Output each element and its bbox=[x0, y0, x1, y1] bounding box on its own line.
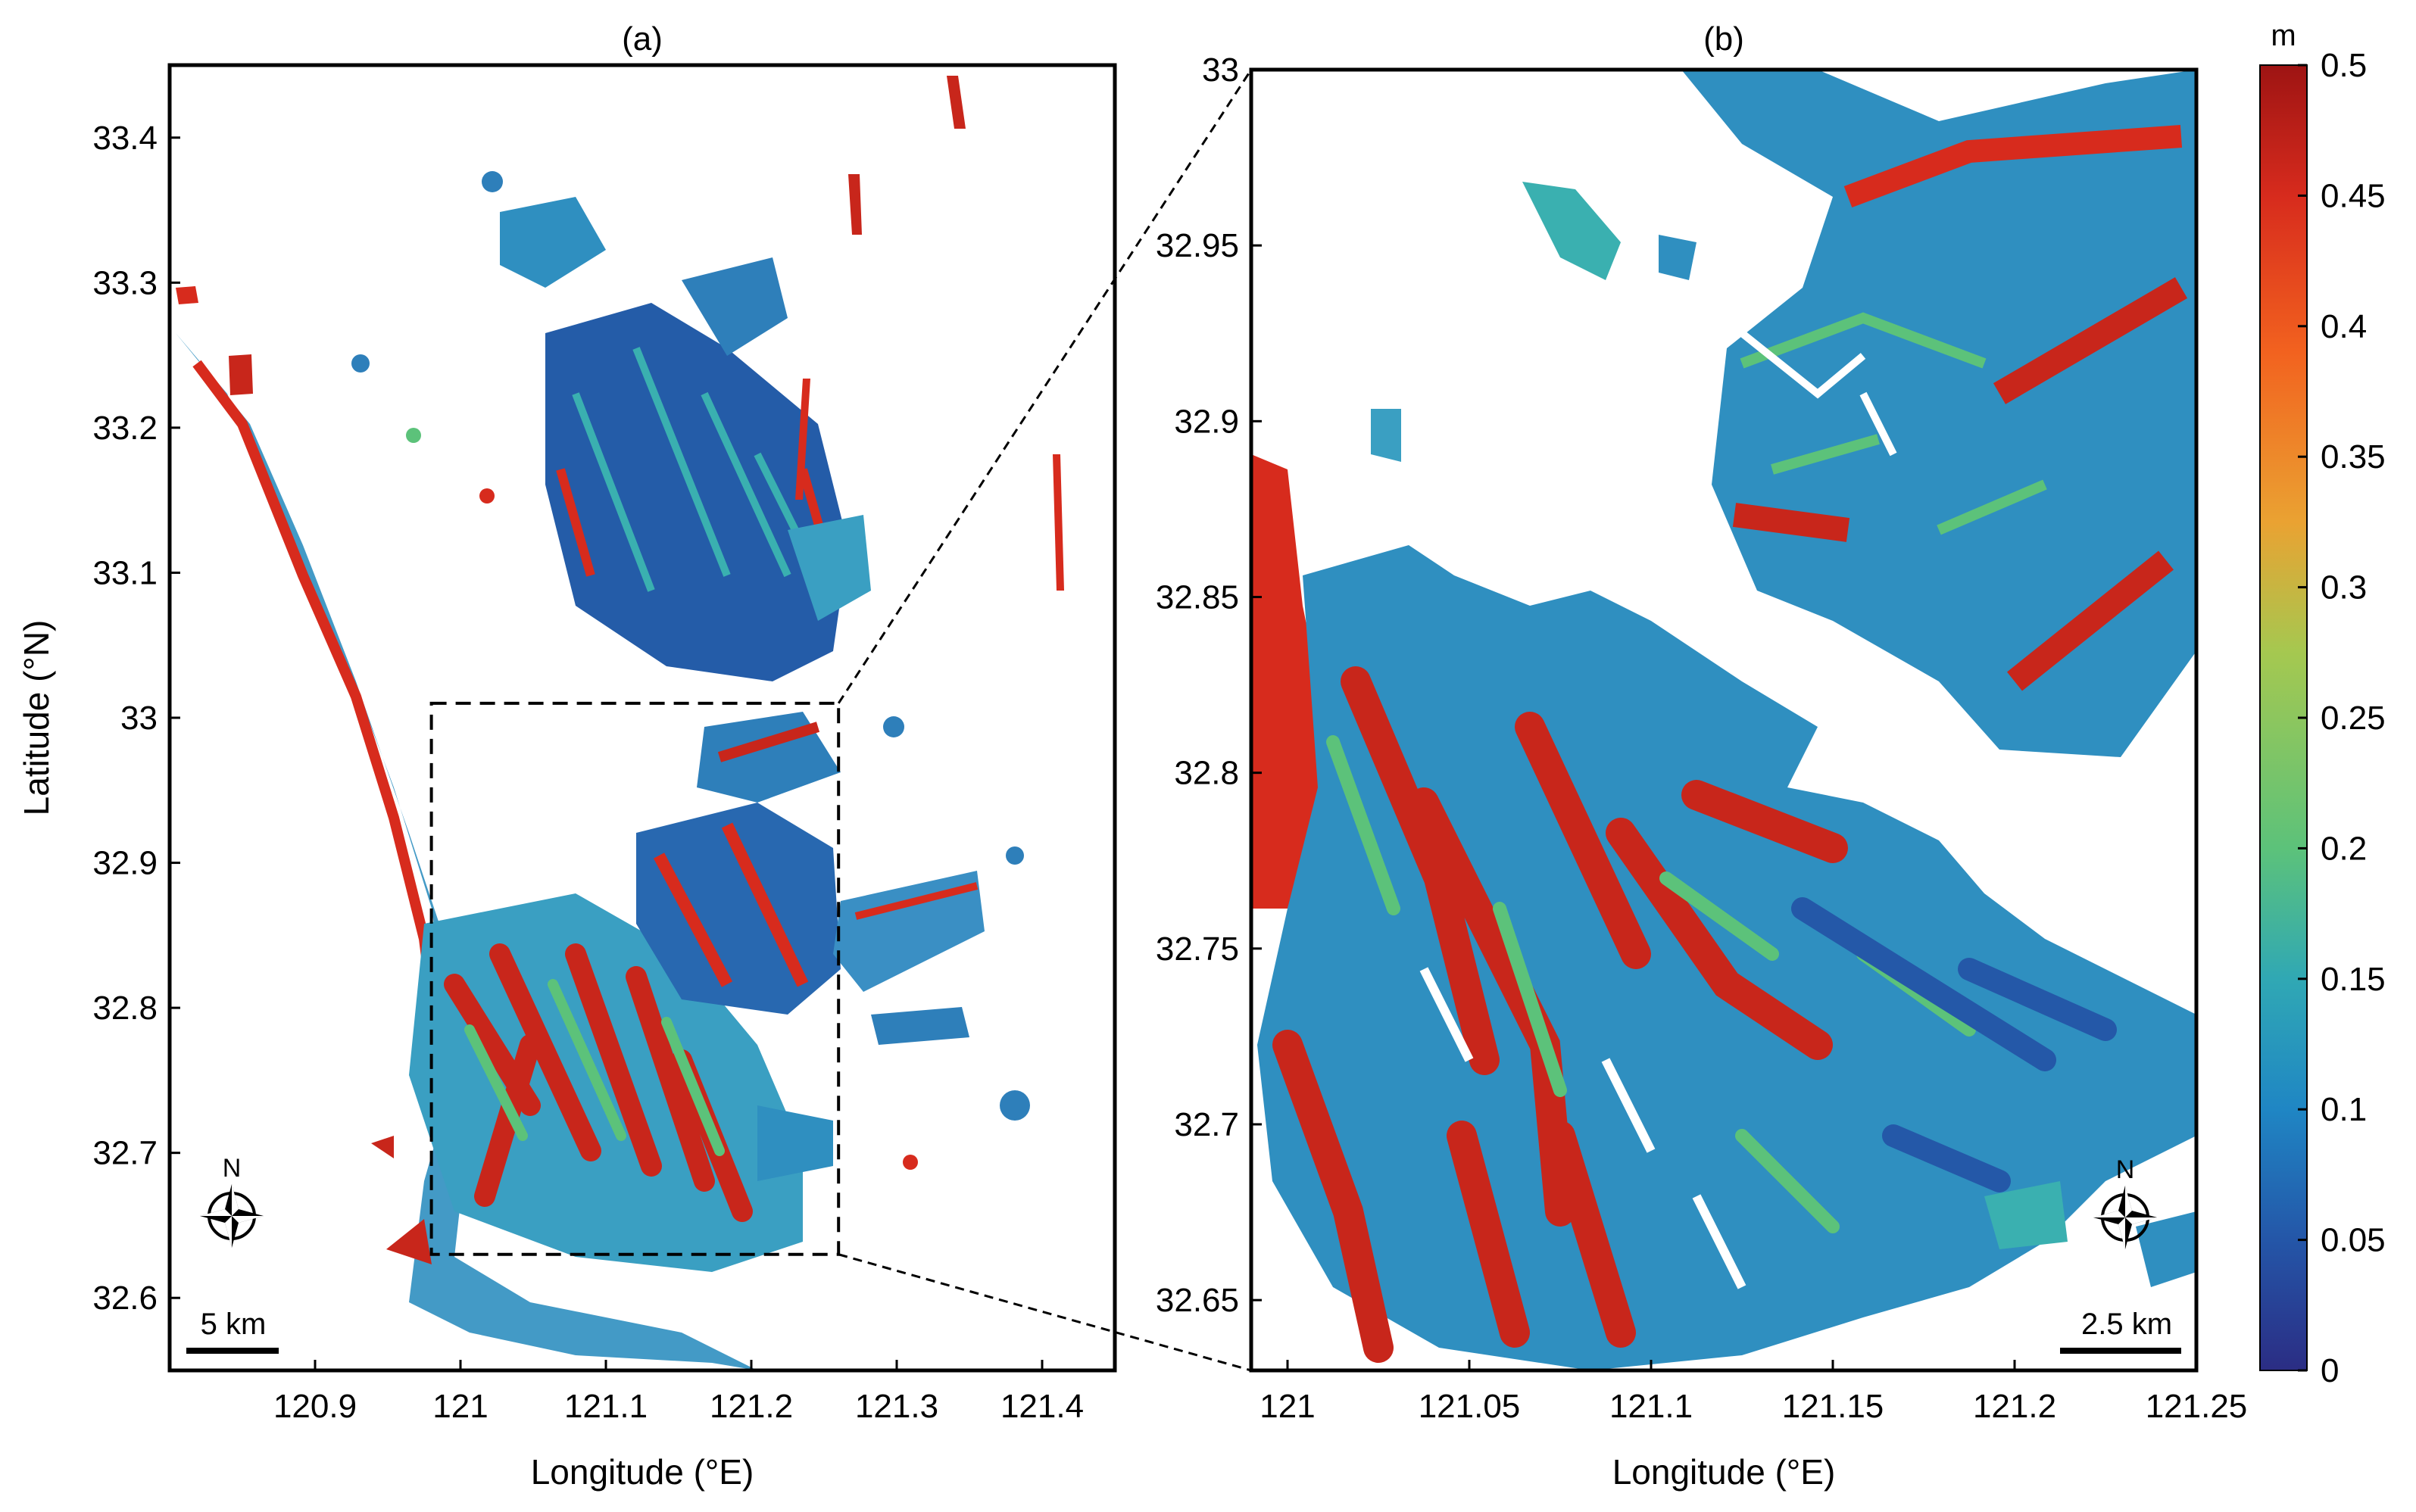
zoom-connector-top bbox=[837, 69, 1253, 704]
x-tick-label: 121.1 bbox=[1609, 1388, 1693, 1425]
y-tick-label: 33.4 bbox=[92, 120, 158, 157]
panel-a-xlabel: Longitude (°E) bbox=[531, 1452, 754, 1492]
y-tick-label: 32.75 bbox=[1156, 931, 1239, 968]
colorbar-tick-label: 0.05 bbox=[2321, 1222, 2386, 1259]
colorbar-tick-label: 0.45 bbox=[2321, 177, 2386, 214]
colorbar-ticks: 0 0.05 0.1 0.15 0.2 0.25 0.3 0.35 0.4 0.45 0.5 bbox=[2298, 47, 2386, 1389]
y-tick-label: 32.95 bbox=[1156, 227, 1239, 264]
panel-b-axes: 121 121.05 121.1 121.15 121.2 121.25 32.65 32.7… bbox=[1156, 51, 2247, 1425]
y-tick-label: 32.8 bbox=[1174, 755, 1239, 792]
x-tick-label: 121.05 bbox=[1419, 1388, 1521, 1425]
panel-a-map bbox=[176, 76, 1064, 1370]
compass-icon: N bbox=[200, 1154, 264, 1248]
colorbar-tick-label: 0.3 bbox=[2321, 569, 2367, 606]
y-tick-label: 32.85 bbox=[1156, 578, 1239, 616]
scale-bar-label: 5 km bbox=[201, 1308, 267, 1341]
compass-north-label: N bbox=[223, 1154, 242, 1183]
y-tick-label: 33 bbox=[120, 700, 158, 737]
zoom-connector-bottom bbox=[838, 1253, 1252, 1372]
colorbar-tick-label: 0.35 bbox=[2321, 438, 2386, 475]
panel-b-map bbox=[1251, 70, 2196, 1370]
y-tick-label: 32.6 bbox=[92, 1280, 158, 1317]
compass-north-label: N bbox=[2116, 1155, 2135, 1184]
colorbar-tick-label: 0.5 bbox=[2321, 47, 2367, 84]
scale-bar bbox=[186, 1348, 279, 1354]
x-tick-label: 121.15 bbox=[1782, 1388, 1884, 1425]
y-tick-label: 33 bbox=[1202, 51, 1239, 89]
colorbar-tick-label: 0.4 bbox=[2321, 308, 2367, 345]
panel-a-title: (a) bbox=[622, 20, 663, 58]
panel-b-frame bbox=[1249, 67, 2199, 1373]
colorbar-tick-label: 0.25 bbox=[2321, 700, 2386, 737]
scale-bar bbox=[2060, 1348, 2181, 1354]
x-tick-label: 121.4 bbox=[1000, 1388, 1084, 1425]
panel-b-xlabel: Longitude (°E) bbox=[1612, 1452, 1836, 1492]
x-tick-label: 121.3 bbox=[855, 1388, 938, 1425]
colorbar-unit: m bbox=[2271, 19, 2296, 52]
panel-a-axes: 120.9 121 121.1 121.2 121.3 121.4 32.6 32.7 32.8… bbox=[92, 120, 1084, 1425]
zoom-box bbox=[429, 701, 841, 1256]
panel-a-ylabel: Latitude (°N) bbox=[17, 620, 56, 816]
colorbar-tick-label: 0.2 bbox=[2321, 830, 2367, 867]
x-tick-label: 120.9 bbox=[273, 1388, 357, 1425]
y-tick-label: 32.9 bbox=[1174, 403, 1239, 440]
colorbar-tick-label: 0.1 bbox=[2321, 1091, 2367, 1128]
y-tick-label: 32.65 bbox=[1156, 1282, 1239, 1319]
colorbar-tick-label: 0.15 bbox=[2321, 961, 2386, 998]
x-tick-label: 121.25 bbox=[2146, 1388, 2248, 1425]
y-tick-label: 33.1 bbox=[92, 554, 158, 591]
compass-icon: N bbox=[2093, 1155, 2157, 1249]
y-tick-label: 33.2 bbox=[92, 410, 158, 447]
y-tick-label: 32.8 bbox=[92, 990, 158, 1027]
y-tick-label: 32.7 bbox=[1174, 1106, 1239, 1143]
y-tick-label: 33.3 bbox=[92, 264, 158, 301]
x-tick-label: 121.2 bbox=[1973, 1388, 2056, 1425]
panel-b-title: (b) bbox=[1703, 20, 1744, 58]
x-tick-label: 121 bbox=[432, 1388, 488, 1425]
x-tick-label: 121.2 bbox=[710, 1388, 793, 1425]
y-tick-label: 32.7 bbox=[92, 1135, 158, 1172]
scale-bar-label: 2.5 km bbox=[2081, 1308, 2172, 1341]
x-tick-label: 121.1 bbox=[564, 1388, 648, 1425]
x-tick-label: 121 bbox=[1260, 1388, 1315, 1425]
colorbar-tick-label: 0 bbox=[2321, 1352, 2339, 1389]
y-tick-label: 32.9 bbox=[92, 845, 158, 882]
